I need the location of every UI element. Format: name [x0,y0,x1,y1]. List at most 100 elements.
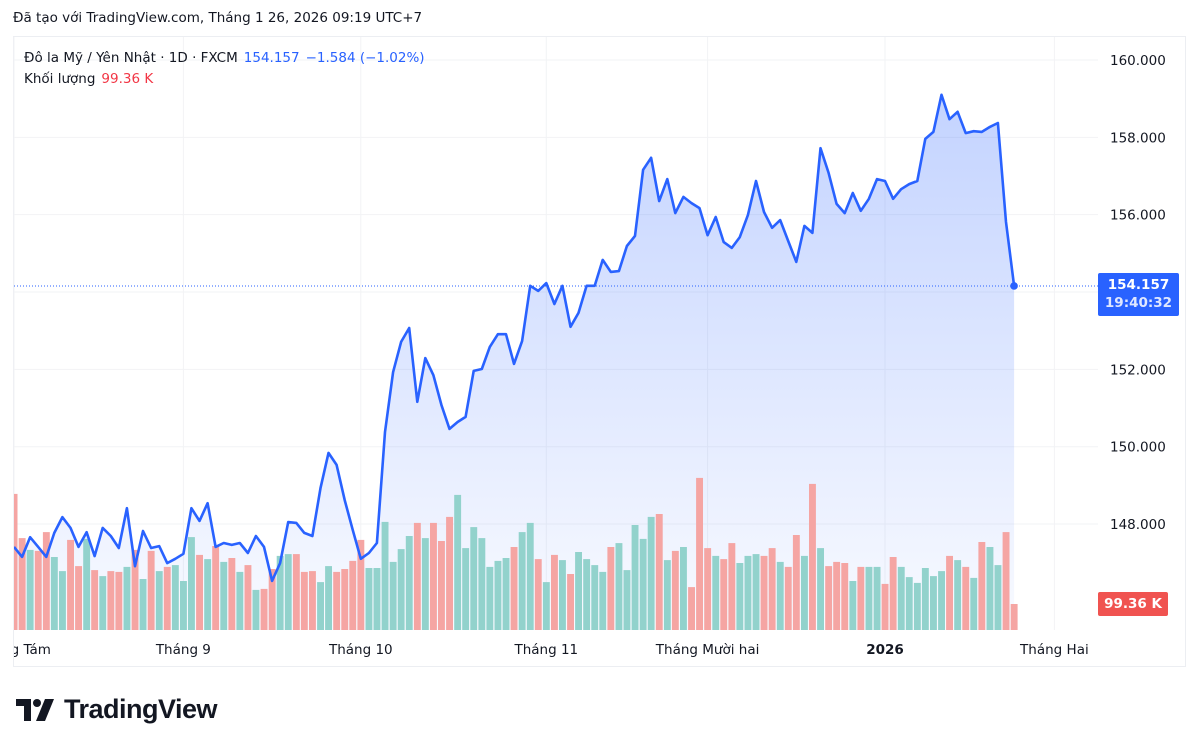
volume-bar [752,554,760,630]
volume-bar [292,554,300,630]
volume-bar [365,568,373,630]
volume-bar [551,554,558,630]
volume-tag: 99.36 K [1098,592,1168,616]
volume-bar [220,561,228,630]
volume-bar [833,561,841,630]
symbol-title[interactable]: Đô la Mỹ / Yên Nhật · 1D · FXCM [24,50,238,66]
volume-bar [325,566,332,630]
volume-bar [107,571,115,630]
volume-bar [938,571,945,630]
volume-bar [663,560,671,630]
volume-bar [518,532,526,630]
time-tick-label: Tháng Hai [1019,642,1089,658]
volume-bar [704,548,712,630]
last-price: 154.157 [243,50,300,66]
volume-bar [591,565,599,630]
time-tick-label: Tháng Mười hai [655,642,760,658]
volume-bar [680,547,687,630]
volume-bar [123,566,131,630]
volume-bar [655,514,663,630]
volume-bar [260,588,268,630]
volume-bar [244,565,252,630]
volume-bar [542,582,550,630]
volume-bar [776,561,784,630]
last-price-tag: 154.157 19:40:32 [1098,273,1179,316]
volume-bar [196,554,203,630]
time-axis[interactable]: Tháng Tám Tháng 9 Tháng 10 Tháng 11 Tháng Mư… [0,642,1089,658]
volume-bar [978,542,986,630]
price-tick-label: 150.000 [1110,440,1166,456]
volume-bar [599,571,607,630]
volume-bar [276,555,284,630]
volume-bar [921,568,929,630]
price-tick-label: 156.000 [1110,208,1166,224]
volume-bar [413,522,421,630]
volume-bar [139,579,147,630]
volume-label[interactable]: Khối lượng [24,71,96,87]
volume-bar [462,548,470,630]
volume-bar [825,566,833,630]
time-tick-label: Tháng 10 [328,642,393,658]
volume-bar [381,521,389,630]
volume-bar [801,555,808,630]
volume-bar [954,560,962,630]
volume-bar [14,493,18,630]
volume-bar [421,538,429,630]
volume-bar [865,566,873,630]
tradingview-logo-icon [16,698,54,721]
volume-bar [26,549,34,630]
volume-bar [526,522,534,630]
volume-bar [171,565,179,630]
legend-volume-row: Khối lượng 99.36 K [24,69,425,90]
volume-bar [841,563,849,630]
price-axis[interactable]: 160.000 158.000 156.000 152.000 150.000 148.0… [1110,53,1166,533]
volume-bar [163,566,171,630]
volume-bar [228,558,236,630]
volume-bar [50,557,58,630]
volume-bar [809,483,816,630]
volume-bar [75,566,82,630]
volume-bar [147,550,155,630]
volume-bar [559,560,566,630]
price-tick-label: 158.000 [1110,130,1166,146]
volume-bar [784,566,792,630]
volume-bar [478,538,486,630]
volume-bar [873,566,881,630]
volume-bar [309,571,316,630]
volume-bar [349,560,357,630]
volume-bar [188,537,195,630]
volume-bar [300,571,308,630]
volume-bars [14,477,1018,630]
volume-bar [91,570,99,630]
volume-bar [333,571,341,630]
volume-bar [881,583,889,630]
tradingview-logo[interactable]: TradingView [16,694,218,725]
price-tick-label: 152.000 [1110,362,1166,378]
volume-value: 99.36 K [101,71,154,87]
volume-bar [905,577,913,630]
volume-bar [204,559,212,630]
volume-bar [42,532,50,630]
volume-bar [792,535,800,630]
volume-bar [268,569,276,630]
volume-bar [849,581,857,630]
volume-bar [83,538,91,630]
volume-bar [155,571,163,630]
volume-bar [768,548,776,630]
time-tick-label: Tháng 9 [155,642,211,658]
volume-bar [59,571,66,630]
volume-bar [615,543,623,630]
volume-bar [897,566,905,630]
volume-bar [913,582,921,630]
volume-bar [607,547,615,630]
volume-bar [67,539,74,630]
volume-bar [99,576,107,630]
volume-bar [502,558,510,630]
volume-bar [180,581,187,630]
volume-bar [446,516,453,630]
volume-bar [34,550,42,630]
volume-bar [115,571,123,630]
volume-bar [583,559,591,630]
bar-countdown: 19:40:32 [1104,295,1173,311]
